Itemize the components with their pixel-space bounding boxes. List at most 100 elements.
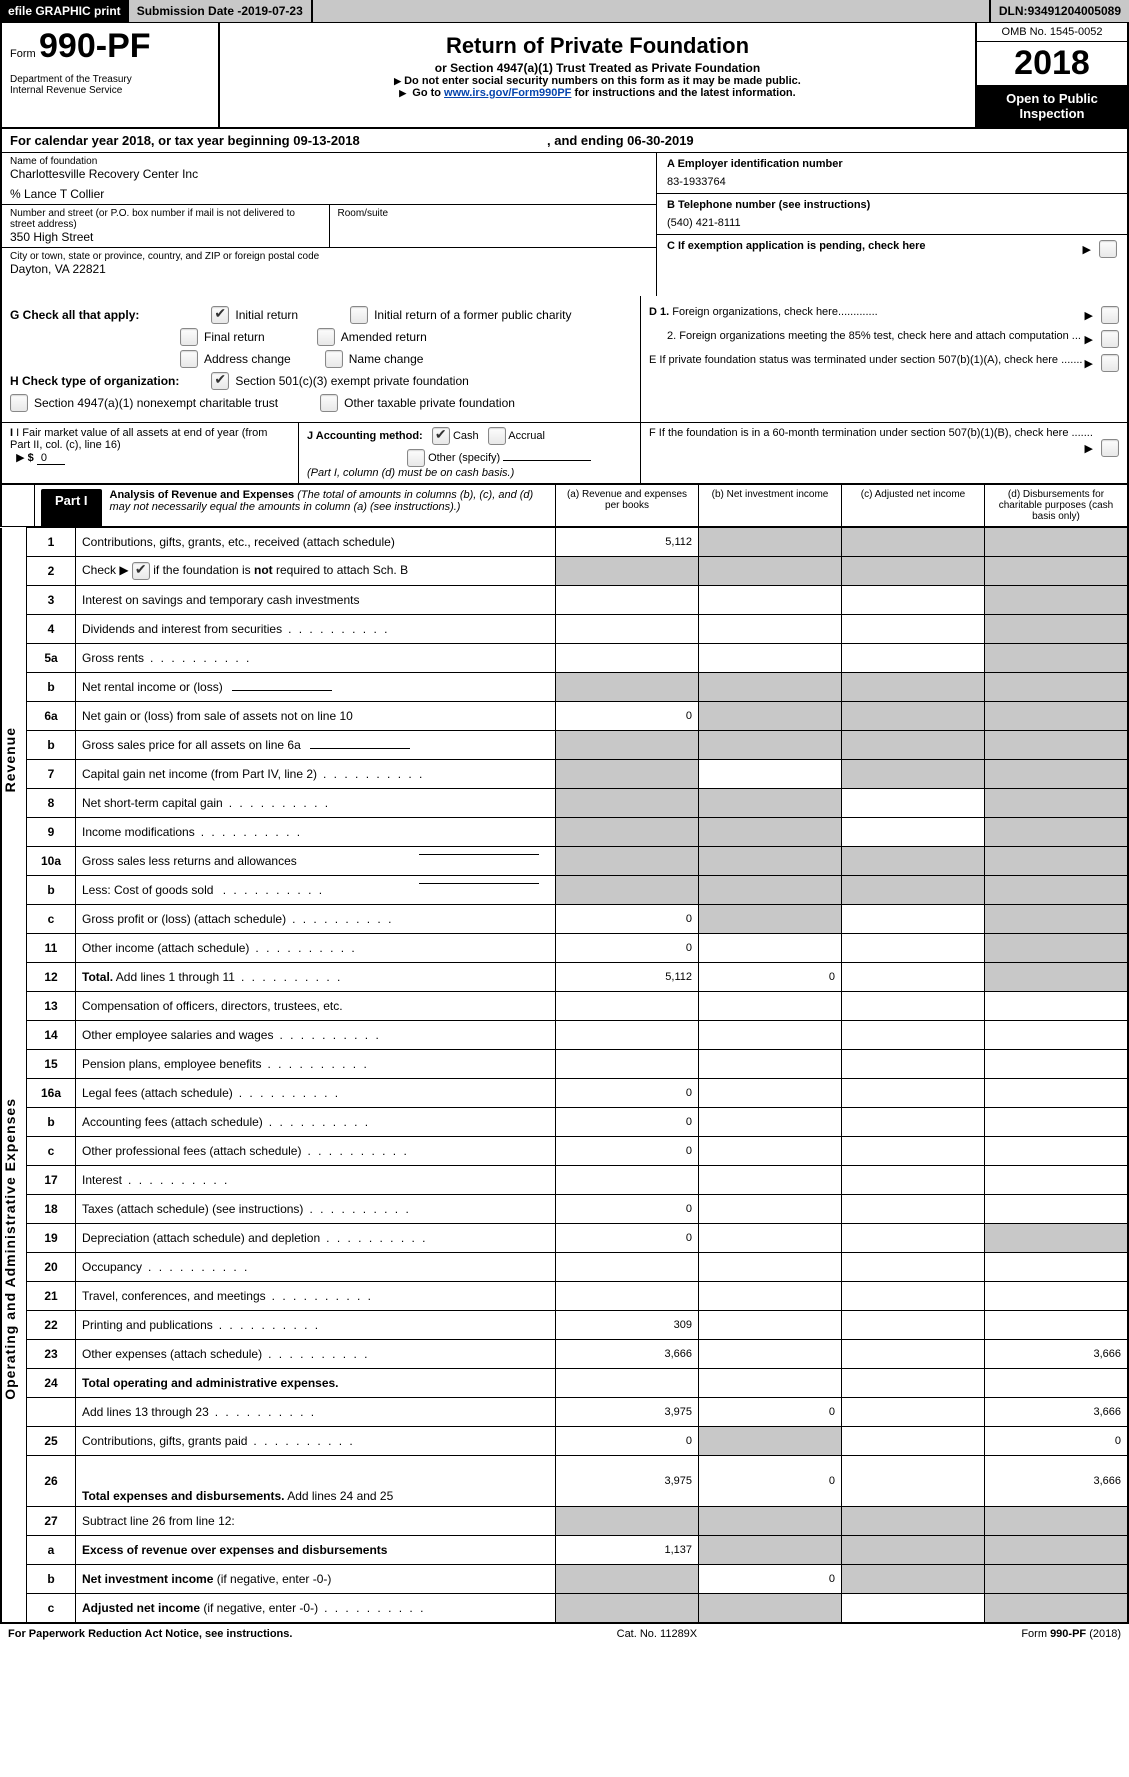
g-row2: Final return Amended return bbox=[180, 328, 632, 346]
phone-cell: B Telephone number (see instructions) (5… bbox=[657, 194, 1127, 235]
line-desc: Adjusted net income (if negative, enter … bbox=[76, 1594, 556, 1624]
amount-cell bbox=[556, 1282, 699, 1311]
amount-cell bbox=[985, 847, 1129, 876]
checkbox-4947[interactable] bbox=[10, 394, 28, 412]
part1-desc: Analysis of Revenue and Expenses (The to… bbox=[102, 485, 555, 526]
part1-header: Part I Analysis of Revenue and Expenses … bbox=[0, 485, 1129, 527]
amount-cell bbox=[985, 1108, 1129, 1137]
amount-cell bbox=[842, 760, 985, 789]
amount-cell bbox=[699, 1050, 842, 1079]
amount-cell bbox=[699, 818, 842, 847]
amount-cell bbox=[842, 731, 985, 760]
amount-cell bbox=[699, 1253, 842, 1282]
checkbox-c[interactable] bbox=[1099, 240, 1117, 258]
checkbox-d2[interactable] bbox=[1101, 330, 1119, 348]
form-header: Form 990-PF Department of the Treasury I… bbox=[0, 22, 1129, 129]
amount-cell: 0 bbox=[699, 1456, 842, 1507]
submission-date: Submission Date - 2019-07-23 bbox=[129, 0, 313, 22]
checkbox-name-change[interactable] bbox=[325, 350, 343, 368]
line-number: 26 bbox=[27, 1456, 76, 1507]
amount-cell: 5,112 bbox=[556, 963, 699, 992]
amount-cell bbox=[699, 876, 842, 905]
checkbox-initial-former[interactable] bbox=[350, 306, 368, 324]
checkbox-accrual[interactable] bbox=[488, 427, 506, 445]
amount-cell bbox=[985, 789, 1129, 818]
ein-cell: A Employer identification number 83-1933… bbox=[657, 153, 1127, 194]
block-ij: I I Fair market value of all assets at e… bbox=[0, 423, 1129, 485]
amount-cell bbox=[985, 1166, 1129, 1195]
amount-cell bbox=[985, 702, 1129, 731]
amount-cell bbox=[842, 1594, 985, 1624]
line-number: 5a bbox=[27, 644, 76, 673]
amount-cell bbox=[985, 528, 1129, 557]
line-number: 13 bbox=[27, 992, 76, 1021]
col-c: (c) Adjusted net income bbox=[841, 485, 984, 526]
col-headers: (a) Revenue and expenses per books (b) N… bbox=[555, 485, 1127, 526]
amount-cell: 309 bbox=[556, 1311, 699, 1340]
amount-cell bbox=[699, 1594, 842, 1624]
address-row: Number and street (or P.O. box number if… bbox=[2, 205, 656, 248]
checkbox-amended[interactable] bbox=[317, 328, 335, 346]
form-subtitle: or Section 4947(a)(1) Trust Treated as P… bbox=[226, 61, 969, 75]
line-number: 20 bbox=[27, 1253, 76, 1282]
checkbox-other-method[interactable] bbox=[407, 449, 425, 467]
checkbox-address-change[interactable] bbox=[180, 350, 198, 368]
checkbox-final[interactable] bbox=[180, 328, 198, 346]
checkbox-d1[interactable] bbox=[1101, 306, 1119, 324]
amount-cell bbox=[556, 992, 699, 1021]
h-row: H Check type of organization: Section 50… bbox=[10, 372, 632, 390]
checkbox-e[interactable] bbox=[1101, 354, 1119, 372]
line-desc: Subtract line 26 from line 12: bbox=[76, 1507, 556, 1536]
irs-link[interactable]: www.irs.gov/Form990PF bbox=[444, 87, 571, 99]
amount-cell bbox=[556, 1594, 699, 1624]
amount-cell bbox=[842, 1565, 985, 1594]
checkbox-cash[interactable] bbox=[432, 427, 450, 445]
checkbox-other-taxable[interactable] bbox=[320, 394, 338, 412]
amount-cell bbox=[842, 673, 985, 702]
amount-cell bbox=[842, 1137, 985, 1166]
form-title: Return of Private Foundation bbox=[226, 33, 969, 59]
amount-cell: 0 bbox=[699, 963, 842, 992]
amount-cell bbox=[842, 1195, 985, 1224]
amount-cell bbox=[699, 1079, 842, 1108]
amount-cell bbox=[556, 731, 699, 760]
part1-tab: Part I bbox=[41, 489, 102, 526]
amount-cell bbox=[556, 847, 699, 876]
line-number bbox=[27, 1398, 76, 1427]
line-desc: Accounting fees (attach schedule) bbox=[76, 1108, 556, 1137]
line-desc: Check ▶ if the foundation is not require… bbox=[76, 557, 556, 586]
amount-cell bbox=[699, 1166, 842, 1195]
amount-cell bbox=[556, 760, 699, 789]
gh-left: G Check all that apply: Initial return I… bbox=[2, 296, 640, 422]
amount-cell: 5,112 bbox=[556, 528, 699, 557]
amount-cell: 0 bbox=[699, 1398, 842, 1427]
amount-cell bbox=[985, 673, 1129, 702]
checkbox-501c3[interactable] bbox=[211, 372, 229, 390]
g-row3: Address change Name change bbox=[180, 350, 632, 368]
amount-cell bbox=[699, 1369, 842, 1398]
amount-cell bbox=[842, 934, 985, 963]
checkbox-sch-b[interactable] bbox=[132, 562, 150, 580]
line-number: 10a bbox=[27, 847, 76, 876]
checkbox-f[interactable] bbox=[1101, 439, 1119, 457]
amount-cell bbox=[985, 1079, 1129, 1108]
amount-cell bbox=[842, 1050, 985, 1079]
ssn-warning: Do not enter social security numbers on … bbox=[226, 75, 969, 87]
line-number: 11 bbox=[27, 934, 76, 963]
amount-cell bbox=[842, 1311, 985, 1340]
amount-cell bbox=[699, 905, 842, 934]
line-desc: Contributions, gifts, grants, etc., rece… bbox=[76, 528, 556, 557]
amount-cell bbox=[842, 1224, 985, 1253]
line-desc: Total expenses and disbursements. Add li… bbox=[76, 1456, 556, 1507]
amount-cell bbox=[985, 1253, 1129, 1282]
line-desc: Excess of revenue over expenses and disb… bbox=[76, 1536, 556, 1565]
amount-cell bbox=[699, 1340, 842, 1369]
checkbox-initial-return[interactable] bbox=[211, 306, 229, 324]
amount-cell bbox=[699, 934, 842, 963]
calendar-year-line: For calendar year 2018, or tax year begi… bbox=[0, 129, 1129, 153]
efile-label: efile GRAPHIC print bbox=[0, 0, 129, 22]
amount-cell bbox=[699, 702, 842, 731]
amount-cell bbox=[985, 905, 1129, 934]
amount-cell bbox=[985, 731, 1129, 760]
amount-cell: 1,137 bbox=[556, 1536, 699, 1565]
